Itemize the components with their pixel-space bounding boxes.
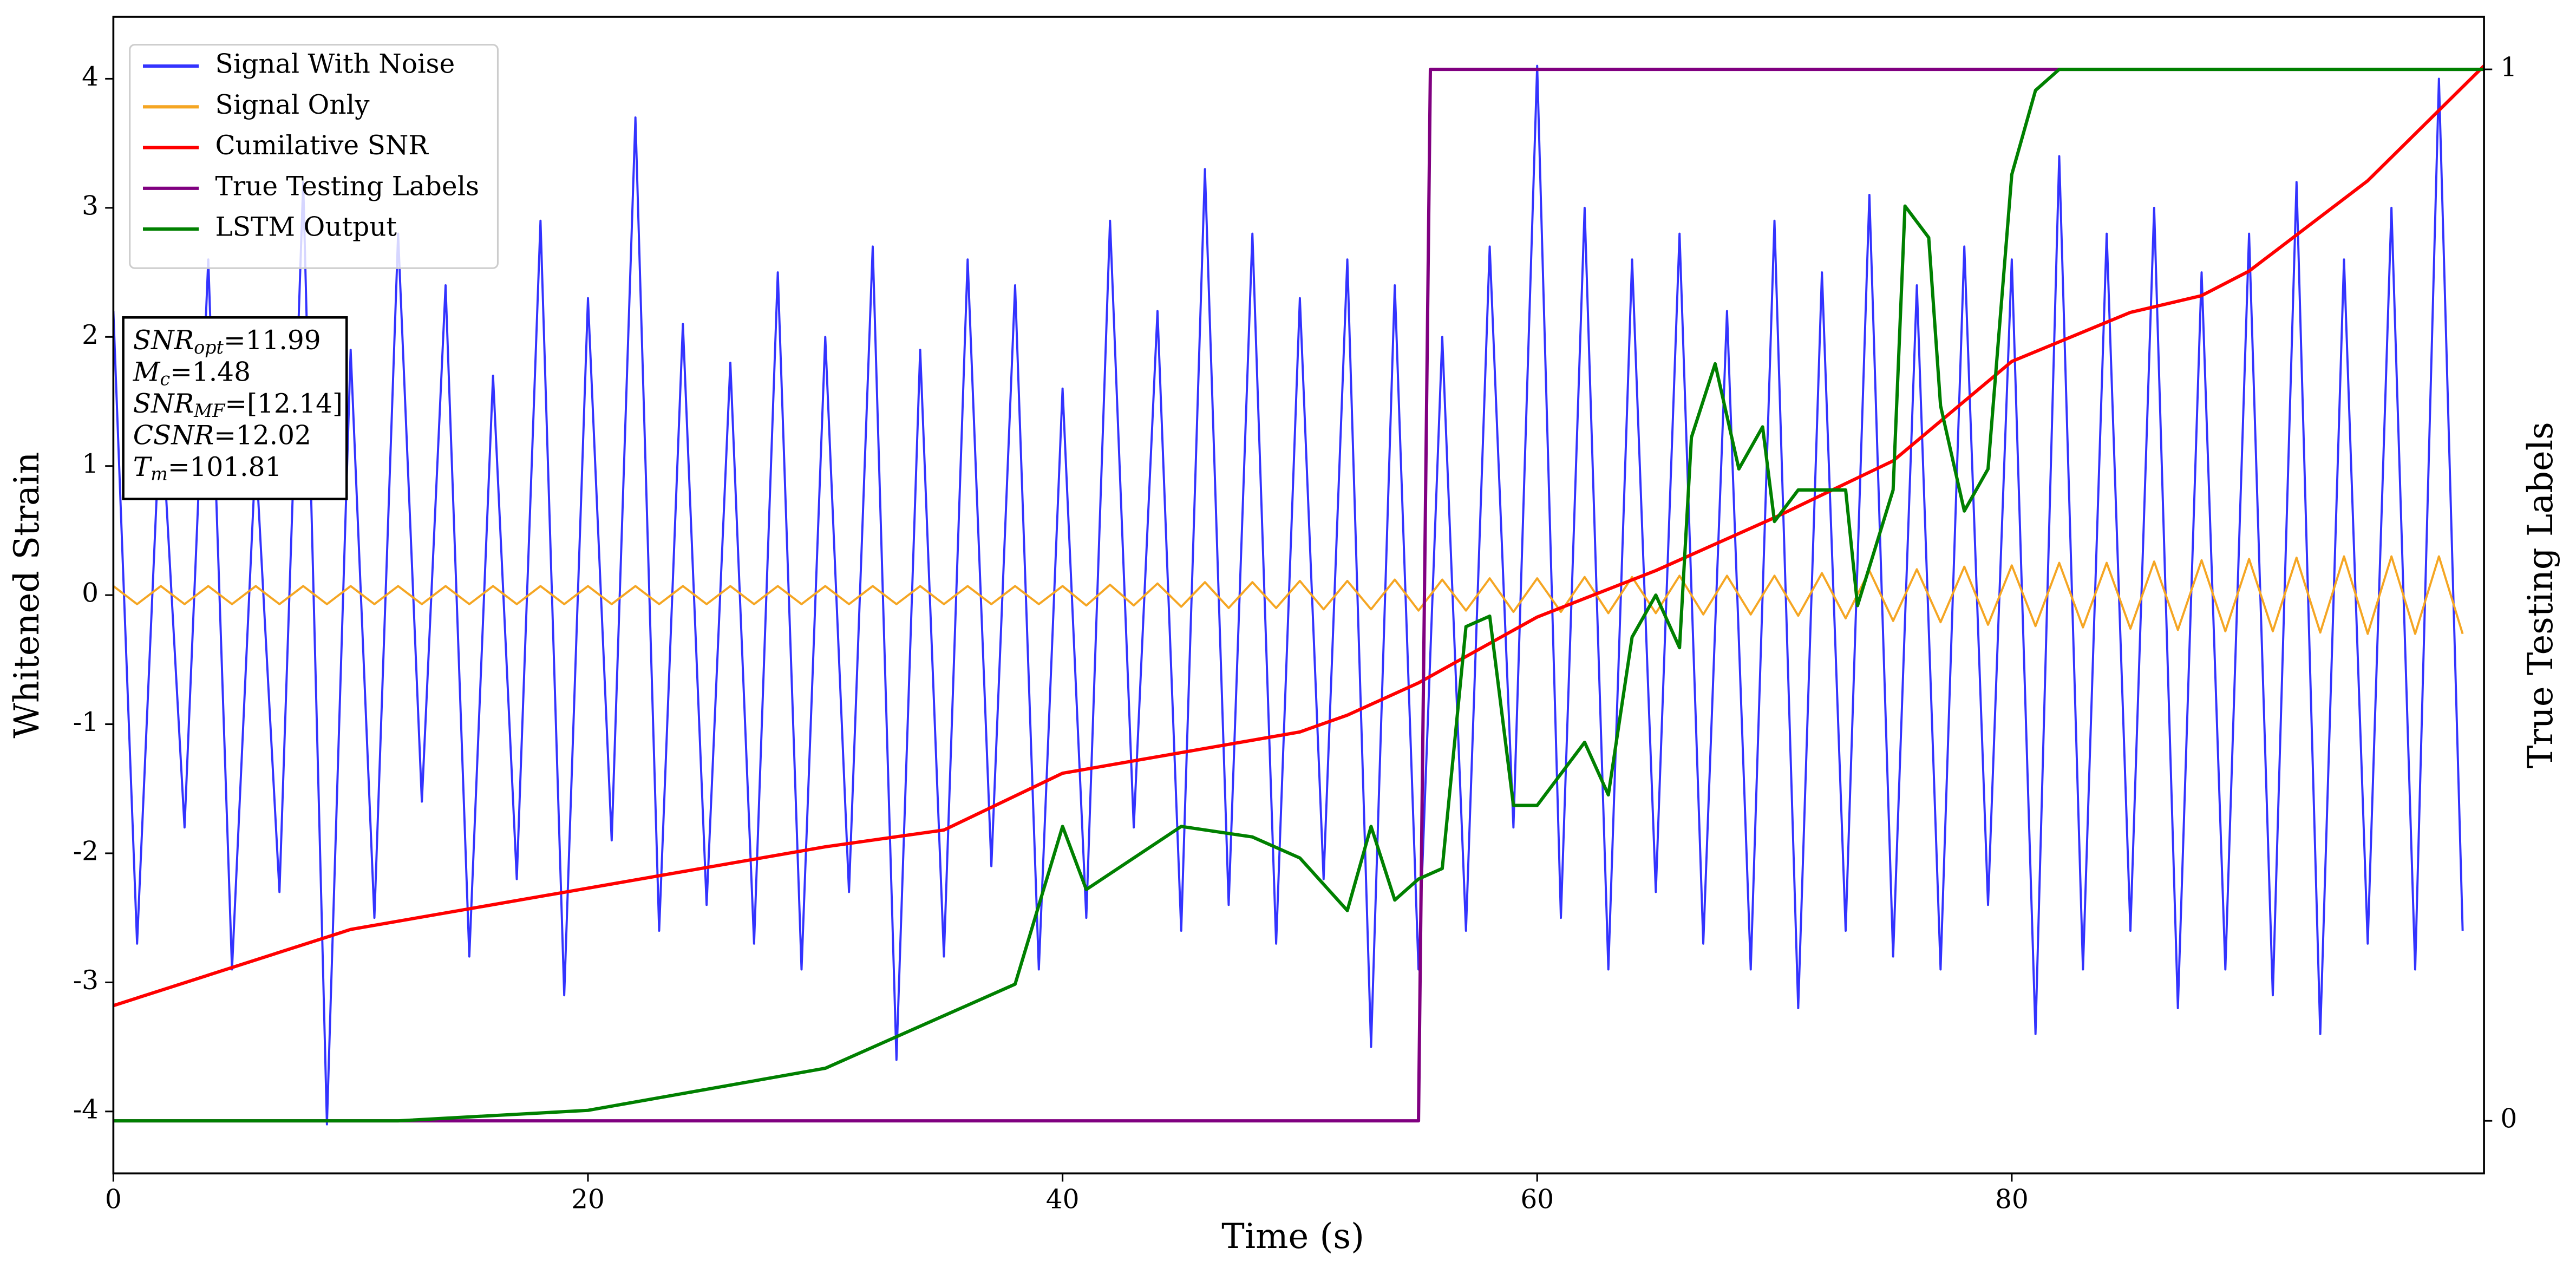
legend-box bbox=[129, 44, 499, 269]
annotation-value: =1.48 bbox=[170, 357, 251, 387]
annotation-symbol: SNR bbox=[133, 325, 194, 355]
y2-tick-label: 0 bbox=[2500, 1104, 2517, 1134]
y-tick-label: 3 bbox=[82, 191, 99, 221]
annotation-subscript: c bbox=[160, 369, 171, 390]
annotation-box bbox=[122, 316, 348, 500]
series-line bbox=[113, 64, 2464, 1126]
x-tick-label: 40 bbox=[1046, 1184, 1080, 1214]
series-line bbox=[113, 68, 2485, 1123]
y-tick-label: -2 bbox=[73, 836, 99, 866]
annotation-subscript: opt bbox=[194, 337, 224, 358]
y-tick-label: 0 bbox=[82, 578, 99, 609]
annotation-symbol: CSNR bbox=[133, 420, 214, 450]
annotation-value: =11.99 bbox=[224, 325, 321, 355]
annotation-value: =101.81 bbox=[168, 452, 282, 482]
annotation-symbol: T bbox=[133, 452, 153, 482]
x-tick-label: 80 bbox=[1995, 1184, 2029, 1214]
annotation-line: CSNR=12.02 bbox=[133, 420, 311, 450]
y2-tick-label: 1 bbox=[2500, 53, 2517, 83]
x-tick-label: 20 bbox=[571, 1184, 605, 1214]
y-axis-label: Whitened Strain bbox=[7, 452, 47, 739]
annotation-symbol: M bbox=[133, 357, 161, 387]
annotation-line: Mc=1.48 bbox=[133, 357, 251, 390]
y-tick-label: -4 bbox=[73, 1094, 99, 1125]
series-line bbox=[113, 555, 2464, 635]
x-axis-label: Time (s) bbox=[1221, 1217, 1364, 1257]
y2-axis-label: True Testing Labels bbox=[2521, 422, 2561, 768]
legend-label: LSTM Output bbox=[215, 212, 397, 243]
legend-label: True Testing Labels bbox=[215, 171, 480, 201]
annotation-line: SNRMF=[12.14] bbox=[133, 388, 343, 421]
annotation-line: Tm=101.81 bbox=[133, 452, 282, 485]
plot-area bbox=[113, 64, 2485, 1126]
legend-label: Signal With Noise bbox=[215, 49, 455, 80]
annotation-symbol: SNR bbox=[133, 388, 194, 419]
annotation-line: SNRopt=11.99 bbox=[133, 325, 321, 358]
annotation-value: =12.02 bbox=[214, 420, 311, 450]
legend-label: Signal Only bbox=[215, 90, 370, 120]
annotation-subscript: MF bbox=[193, 400, 226, 421]
y-tick-label: -1 bbox=[73, 707, 99, 737]
x-tick-label: 60 bbox=[1520, 1184, 1554, 1214]
y-tick-label: 4 bbox=[82, 62, 99, 92]
y-tick-label: -3 bbox=[73, 965, 99, 996]
y-tick-label: 1 bbox=[82, 449, 99, 479]
y-tick-label: 2 bbox=[82, 320, 99, 350]
x-tick-label: 0 bbox=[105, 1184, 122, 1214]
series-line bbox=[113, 68, 2485, 1123]
annotation-subscript: m bbox=[151, 463, 168, 485]
annotation-value: =[12.14] bbox=[225, 388, 343, 419]
series-line bbox=[113, 64, 2485, 1008]
legend-label: Cumilative SNR bbox=[215, 130, 429, 161]
